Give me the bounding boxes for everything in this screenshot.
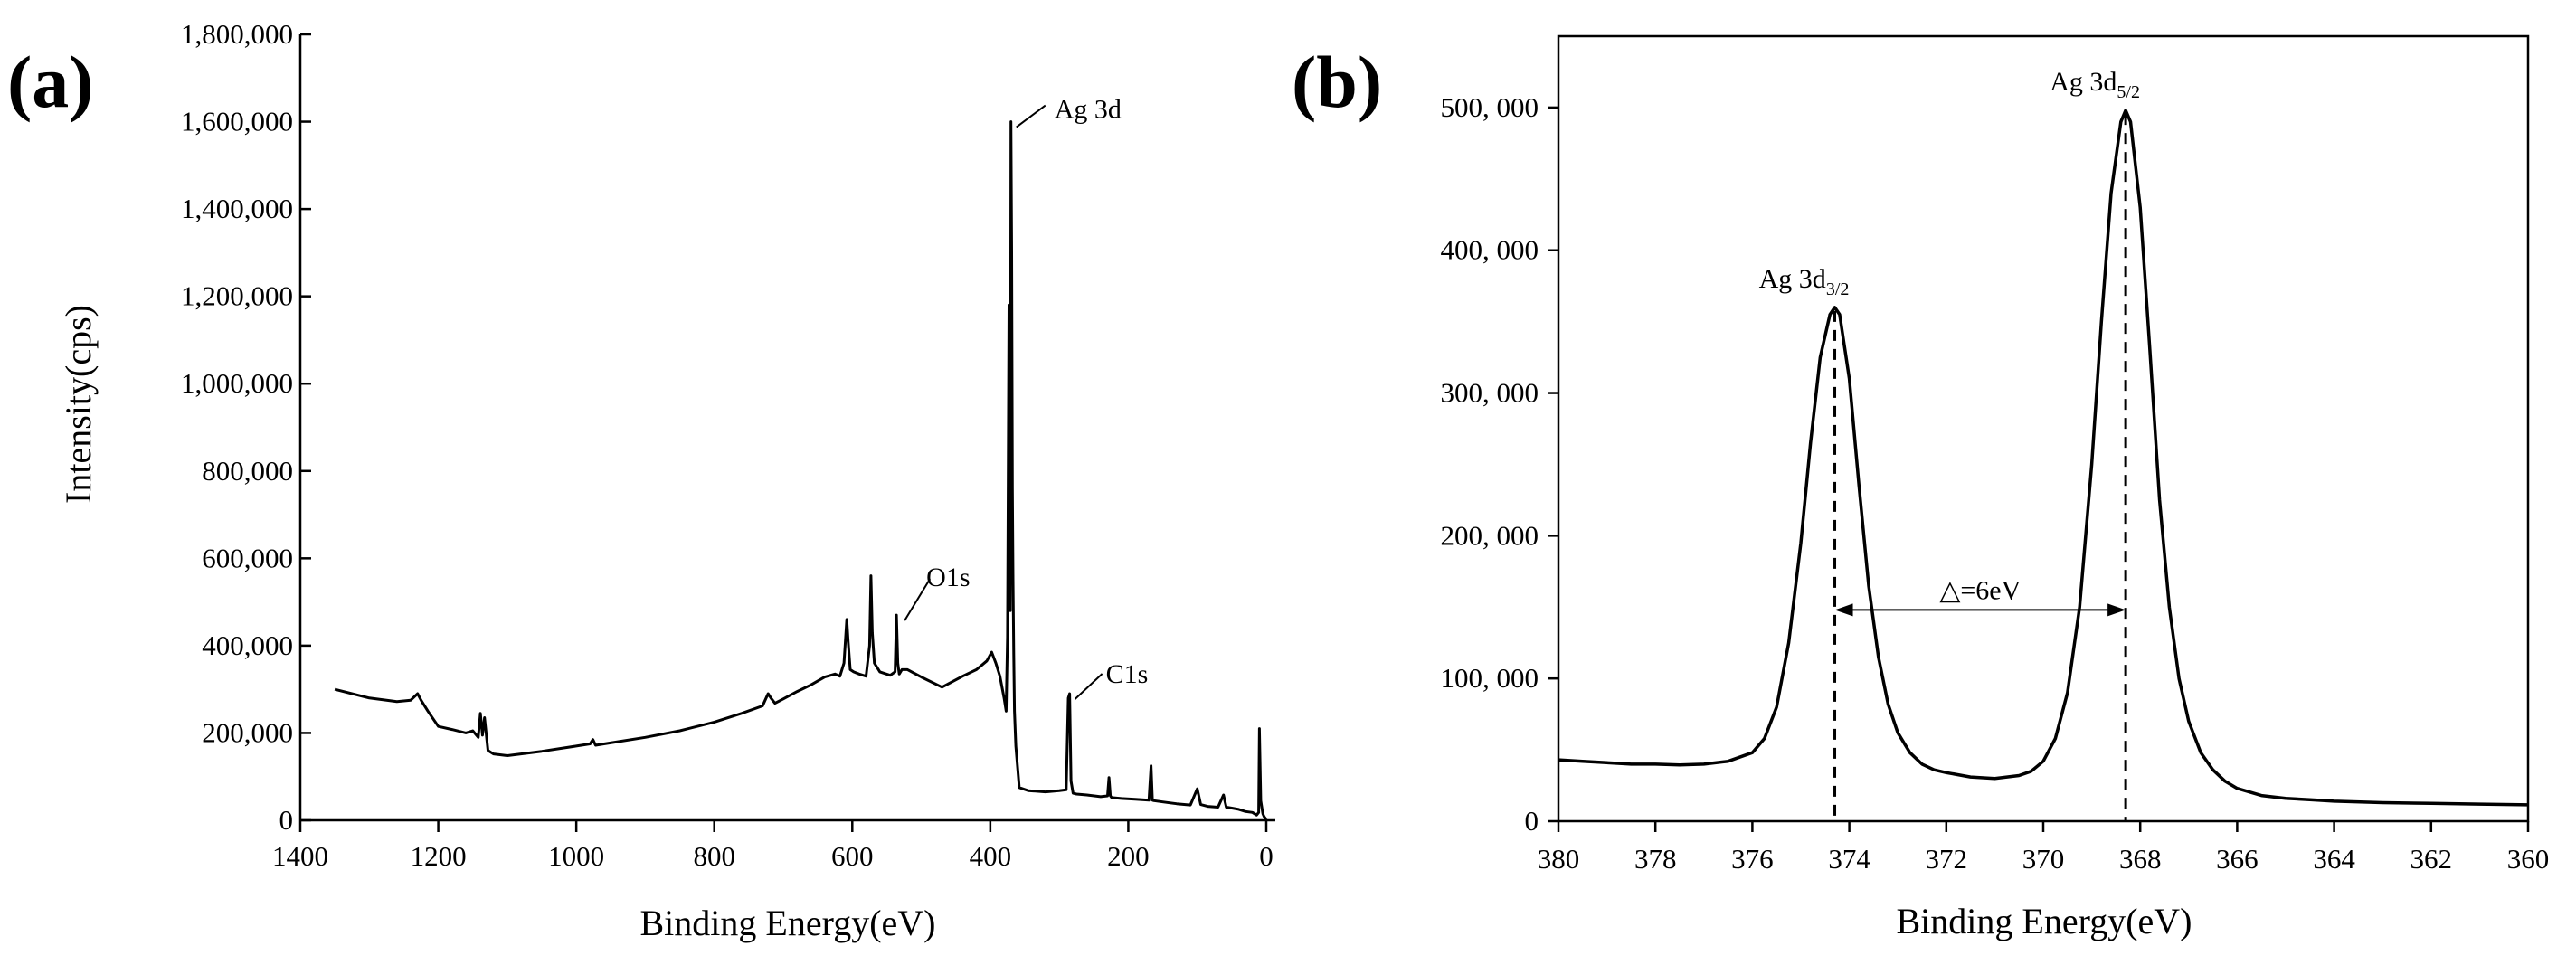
panel-a-label: (a) [7,41,94,123]
panel-b-x-axis-title: Binding Energy(eV) [1897,901,2192,941]
panel-b-separation-arrowhead-left [1834,603,1853,617]
panel-b-x-tick-label: 364 [2313,843,2355,875]
panel-b-y-axis-ticks: 0 100, 000 200, 000 300, 000 400, 000 500, 00… [1441,91,1558,837]
panel-b-peak-markers: Ag 3d3/2 Ag 3d5/2 [1759,67,2140,821]
panel-b-x-tick-label: 362 [2410,843,2453,875]
panel-a-x-tick-label: 200 [1107,840,1150,872]
panel-b-series-line [1558,109,2529,807]
panel-a-survey-spectrum: (a) 0 200,000 400,000 600,000 800,000 1,000,0… [7,18,1275,943]
panel-a-y-tick-label: 1,000,000 [181,367,293,399]
panel-a-x-tick-label: 800 [693,840,735,872]
panel-a-annotation-label: C1s [1106,659,1149,689]
panel-b-separation-arrowhead-right [2107,603,2126,617]
panel-a-y-tick-label: 800,000 [202,455,293,487]
panel-b-x-tick-label: 374 [1828,843,1870,875]
panel-b-ag3d-spectrum: (b) 0 100, 000 200, 000 300, 000 400, 000 500… [1292,34,2550,941]
panel-a-x-tick-label: 1000 [548,840,604,872]
panel-b-label: (b) [1292,41,1382,123]
panel-a-x-axis-ticks: 1400 1200 1000 800 600 400 200 0 [272,820,1274,872]
panel-b-peak-separation: △=6eV [1834,575,2126,617]
panel-a-y-tick-label: 1,800,000 [181,18,293,50]
panel-b-x-tick-label: 366 [2216,843,2259,875]
panel-b-peak-label: Ag 3d5/2 [2050,67,2140,102]
panel-b-x-tick-label: 370 [2022,843,2065,875]
panel-b-x-tick-label: 368 [2119,843,2162,875]
panel-b-peak-label-subscript: 3/2 [1826,279,1850,299]
panel-a-y-tick-label: 0 [279,804,294,836]
panel-a-x-tick-label: 1400 [272,840,328,872]
panel-a-annotation-leader [1016,104,1046,128]
panel-b-y-tick-label: 0 [1525,805,1539,837]
panel-b-y-tick-label: 300, 000 [1441,377,1539,409]
panel-b-y-tick-label: 400, 000 [1441,234,1539,266]
panel-b-peak-label: Ag 3d3/2 [1759,264,1850,299]
panel-a-x-axis-title: Binding Energy(eV) [640,903,936,943]
panel-b-separation-label: △=6eV [1939,575,2021,605]
panel-b-y-tick-label: 200, 000 [1441,519,1539,551]
panel-a-peak-annotations: Ag 3d O1s C1s [904,95,1149,700]
panel-b-x-tick-label: 376 [1731,843,1774,875]
panel-a-y-tick-label: 1,600,000 [181,106,293,137]
panel-b-x-tick-label: 372 [1926,843,1968,875]
panel-a-x-tick-label: 600 [831,840,874,872]
panel-b-y-tick-label: 100, 000 [1441,662,1539,694]
panel-a-x-tick-label: 0 [1259,840,1274,872]
panel-a-annotation-leader [904,578,932,621]
panel-b-x-tick-label: 380 [1538,843,1580,875]
panel-a-y-tick-label: 1,400,000 [181,193,293,224]
panel-a-annotation-leader [1074,673,1103,700]
panel-a-annotation-label: O1s [926,563,970,592]
panel-a-x-tick-label: 1200 [411,840,467,872]
panel-b-x-tick-label: 360 [2507,843,2550,875]
panel-b-plot-frame [1557,34,2530,823]
panel-a-y-axis-ticks: 0 200,000 400,000 600,000 800,000 1,000,000 1,… [181,18,311,836]
panel-b-y-tick-label: 500, 000 [1441,91,1539,123]
panel-a-y-axis-title: Intensity(cps) [58,305,99,504]
panel-a-y-tick-label: 1,200,000 [181,280,293,312]
panel-b-x-axis-ticks: 380 378 376 374 372 370 368 366 364 362 360 [1538,821,2550,875]
panel-a-annotation-label: Ag 3d [1055,95,1122,125]
panel-a-x-tick-label: 400 [970,840,1012,872]
panel-a-y-tick-label: 200,000 [202,716,293,748]
panel-b-peak-label-subscript: 5/2 [2117,82,2140,102]
panel-a-y-tick-label: 600,000 [202,542,293,573]
panel-b-x-tick-label: 378 [1634,843,1677,875]
panel-a-y-tick-label: 400,000 [202,629,293,661]
panel-a-series-line [334,120,1268,820]
